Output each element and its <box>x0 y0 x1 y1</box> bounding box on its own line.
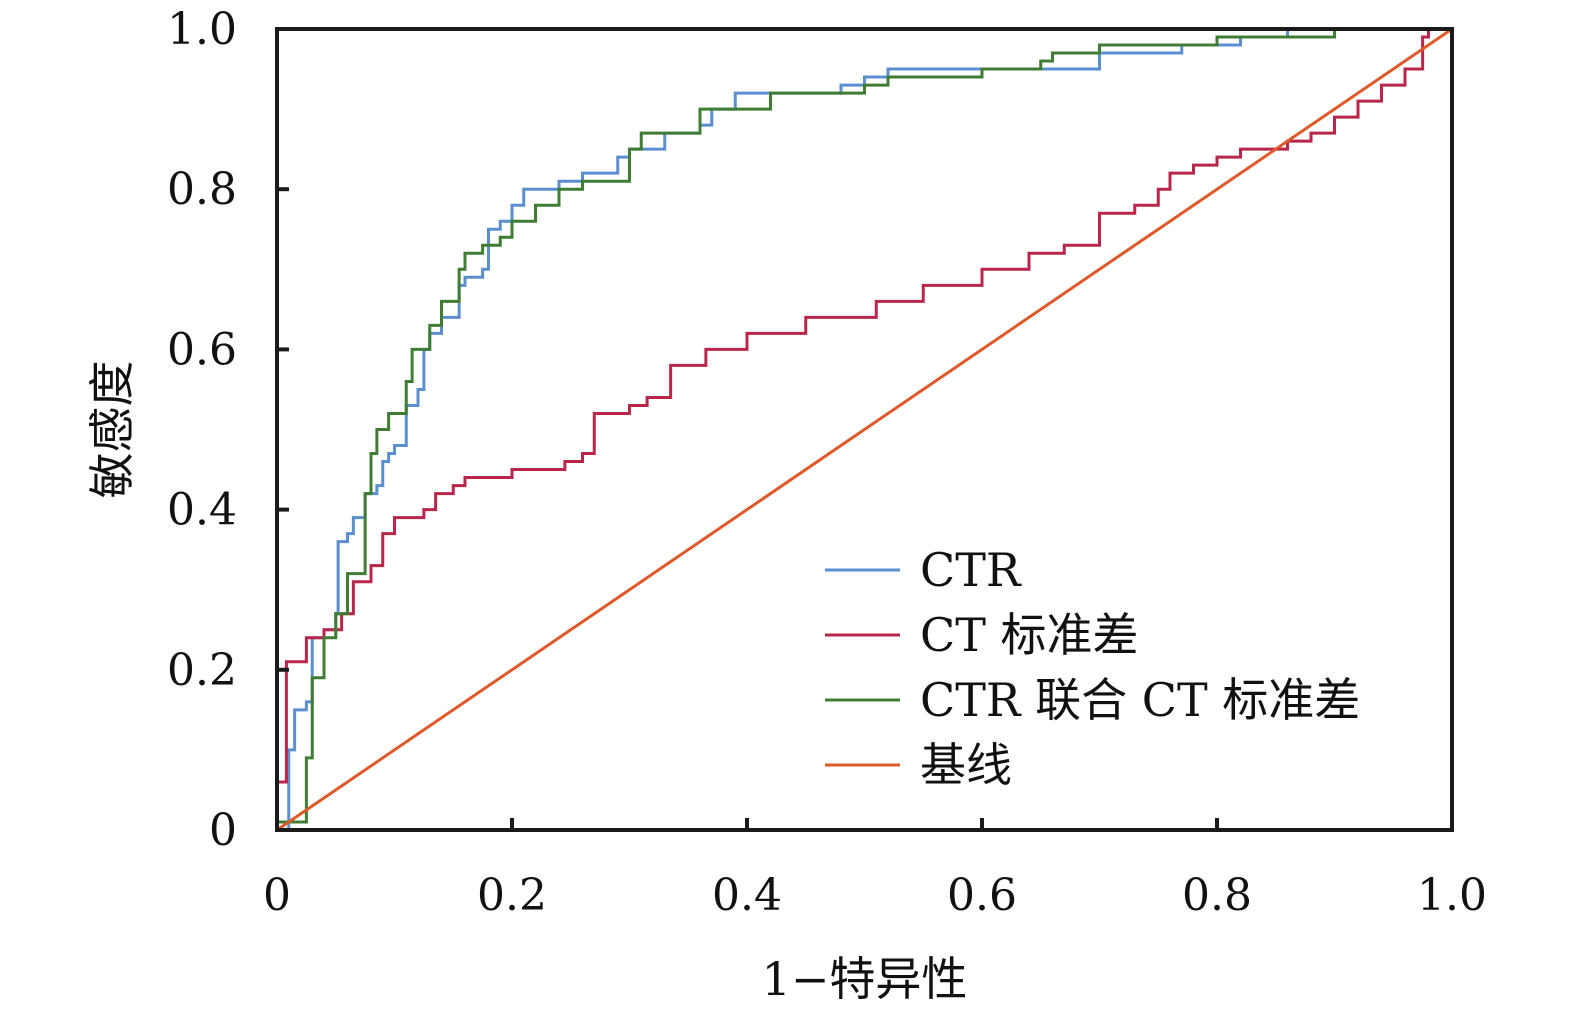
x-tick-label: 0.4 <box>712 870 782 921</box>
x-tick-label: 0.8 <box>1182 870 1252 921</box>
legend-label-3: CTR 联合 CT 标准差 <box>920 673 1360 727</box>
y-tick-label: 0.8 <box>167 164 237 215</box>
series-line-2 <box>275 27 1452 830</box>
series-line-4 <box>276 27 1453 832</box>
legend-label-4: 基线 <box>920 738 1012 792</box>
y-tick-label: 0.2 <box>167 645 237 696</box>
y-tick-label: 0 <box>209 805 237 856</box>
legend-label-2: CT 标准差 <box>920 608 1139 662</box>
x-tick-label: 0.6 <box>947 870 1017 921</box>
legend-label-1: CTR <box>920 543 1022 597</box>
x-axis-title: 1−特异性 <box>762 952 968 1006</box>
plot-frame <box>275 27 1454 832</box>
y-axis-title: 敏感度 <box>85 361 139 499</box>
series-line-3 <box>275 27 1452 830</box>
y-tick-label: 0.4 <box>167 485 237 536</box>
y-tick-label: 0.6 <box>167 324 237 375</box>
x-tick-label: 0 <box>263 870 291 921</box>
x-tick-label: 0.2 <box>477 870 547 921</box>
curves-layer <box>275 27 1453 832</box>
ticks-layer: 0 0.2 0.4 0.6 0.8 1.0 0 0.2 0.4 0.6 0.8 1.0 <box>167 4 1487 921</box>
x-tick-label: 1.0 <box>1417 870 1487 921</box>
series-line-1 <box>277 27 1452 832</box>
y-tick-label: 1.0 <box>167 4 237 55</box>
